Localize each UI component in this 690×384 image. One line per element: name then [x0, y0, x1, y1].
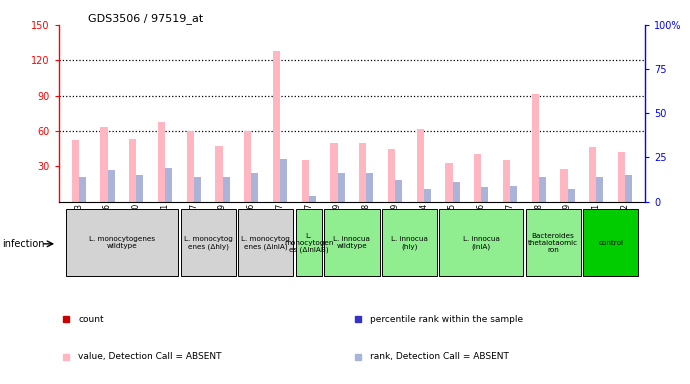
Text: infection: infection — [2, 239, 45, 249]
Text: L. monocytogenes
wildtype: L. monocytogenes wildtype — [89, 237, 155, 249]
Bar — [79, 177, 86, 202]
Bar — [337, 173, 345, 202]
Bar — [280, 159, 287, 202]
FancyBboxPatch shape — [66, 210, 178, 276]
FancyBboxPatch shape — [295, 210, 322, 276]
Bar — [388, 149, 395, 202]
Bar — [158, 121, 165, 202]
Bar — [453, 182, 460, 202]
Text: L. monocytog
enes (ΔinlA): L. monocytog enes (ΔinlA) — [241, 236, 290, 250]
Text: L. innocua
(hly): L. innocua (hly) — [391, 236, 428, 250]
Bar — [273, 51, 280, 202]
Text: L.
monocytogen
es (ΔinlAB): L. monocytogen es (ΔinlAB) — [284, 233, 333, 253]
Bar — [100, 127, 108, 202]
Bar — [474, 154, 482, 202]
Bar — [596, 177, 604, 202]
Bar — [424, 189, 431, 202]
Text: L. innocua
wildtype: L. innocua wildtype — [333, 237, 371, 249]
Bar — [223, 177, 230, 202]
Text: count: count — [78, 315, 104, 324]
Bar — [510, 186, 518, 202]
Bar — [395, 180, 402, 202]
Text: GDS3506 / 97519_at: GDS3506 / 97519_at — [88, 13, 204, 24]
FancyBboxPatch shape — [324, 210, 380, 276]
Bar — [137, 175, 144, 202]
Bar — [108, 170, 115, 202]
Bar — [331, 143, 337, 202]
Bar — [445, 163, 453, 202]
Text: rank, Detection Call = ABSENT: rank, Detection Call = ABSENT — [370, 352, 509, 361]
Bar — [366, 173, 373, 202]
Bar — [72, 141, 79, 202]
Bar — [589, 147, 596, 202]
Bar — [194, 177, 201, 202]
Text: percentile rank within the sample: percentile rank within the sample — [370, 315, 523, 324]
FancyBboxPatch shape — [526, 210, 581, 276]
Bar — [618, 152, 625, 202]
Bar — [186, 131, 194, 202]
Bar — [531, 94, 539, 202]
Bar — [568, 189, 575, 202]
Bar — [302, 161, 309, 202]
Text: L. monocytog
enes (Δhly): L. monocytog enes (Δhly) — [184, 236, 233, 250]
Bar — [417, 129, 424, 202]
FancyBboxPatch shape — [382, 210, 437, 276]
FancyBboxPatch shape — [583, 210, 638, 276]
Bar — [165, 168, 172, 202]
Text: control: control — [598, 240, 623, 246]
Bar — [539, 177, 546, 202]
Bar — [215, 146, 223, 202]
Bar — [503, 161, 510, 202]
Bar — [244, 131, 251, 202]
Bar — [482, 187, 489, 202]
FancyBboxPatch shape — [238, 210, 293, 276]
FancyBboxPatch shape — [181, 210, 236, 276]
Text: Bacteroides
thetaiotaomic
ron: Bacteroides thetaiotaomic ron — [528, 233, 578, 253]
Bar — [251, 173, 259, 202]
Bar — [129, 139, 137, 202]
FancyBboxPatch shape — [440, 210, 523, 276]
Bar — [625, 175, 632, 202]
Text: L. innocua
(inlA): L. innocua (inlA) — [463, 236, 500, 250]
Bar — [309, 196, 316, 202]
Bar — [359, 143, 366, 202]
Bar — [560, 169, 568, 202]
Text: value, Detection Call = ABSENT: value, Detection Call = ABSENT — [78, 352, 221, 361]
